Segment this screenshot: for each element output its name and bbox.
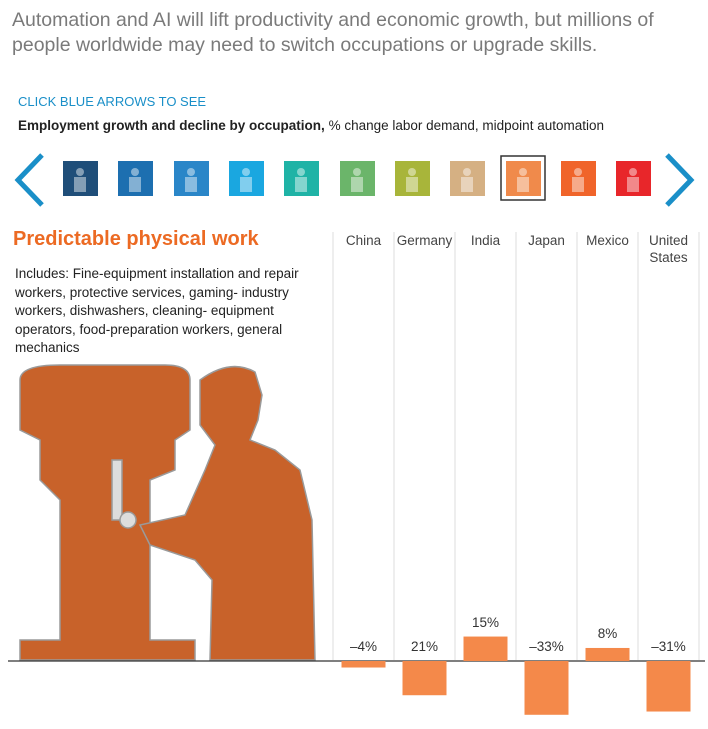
category-label: India [470,233,501,248]
value-label: 8% [597,625,618,641]
icon-selected-frame [500,155,546,201]
category-label: Japan [528,233,565,248]
icon[interactable] [450,161,485,196]
icon[interactable] [395,161,430,196]
subtitle-line: Employment growth and decline by occupat… [18,118,604,133]
occupation-icons [63,155,651,201]
headline: Automation and AI will lift productivity… [12,9,654,56]
bar [402,661,447,696]
category-label: Germany [396,233,453,248]
description: Includes: Fine-equipment installation an… [15,266,299,355]
icon[interactable] [63,161,98,196]
icon[interactable] [616,161,651,196]
icon[interactable] [340,161,375,196]
icon[interactable] [284,161,319,196]
value-label: 21% [410,639,439,654]
category-label: China [345,233,382,248]
bar [585,647,630,661]
next-arrow[interactable] [665,153,695,207]
bar [524,661,569,715]
bar [646,661,691,712]
icon[interactable] [561,161,596,196]
prev-arrow[interactable] [14,153,44,207]
value-label: –33% [529,639,564,654]
illustration [19,364,316,661]
category-title: Predictable physical work [13,228,259,250]
icon[interactable] [229,161,264,196]
chart-title: Employment growth and decline by occupat… [18,118,325,133]
value-label: –31% [651,639,686,654]
value-label: 15% [471,614,500,630]
bar [341,661,386,668]
icon[interactable] [118,161,153,196]
icon[interactable] [174,161,209,196]
category-label: Mexico [586,233,629,248]
icon[interactable] [506,161,541,196]
chart-subtitle: % change labor demand, midpoint automati… [328,118,604,133]
bar [463,636,508,661]
instruction[interactable]: CLICK BLUE ARROWS TO SEE [18,94,207,109]
value-label: –4% [349,639,378,654]
category-label: United States [648,233,689,265]
